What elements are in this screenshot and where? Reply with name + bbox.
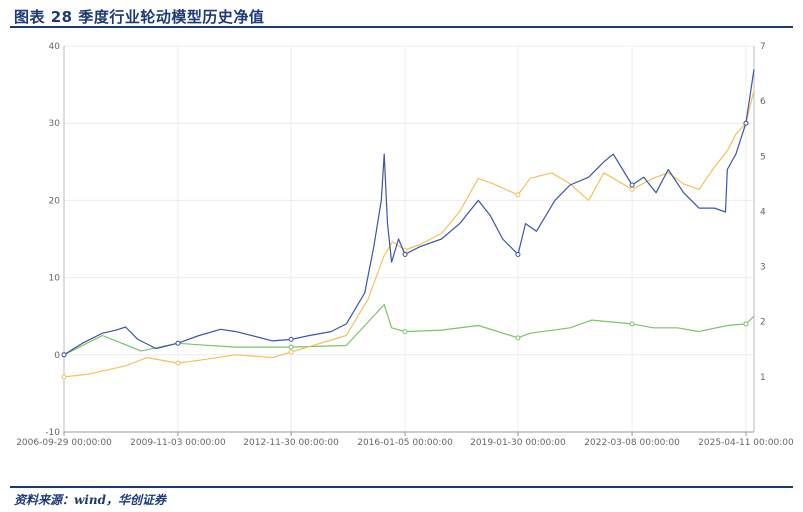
left-tick-label: 20 xyxy=(49,196,61,206)
series-point xyxy=(61,352,67,358)
x-tick-label: 2012-11-30 00:00:00 xyxy=(243,438,339,448)
x-tick-label: 2016-01-05 00:00:00 xyxy=(357,438,453,448)
right-tick-label: 5 xyxy=(760,152,766,162)
series-point xyxy=(629,182,635,188)
series-point xyxy=(402,251,408,257)
series-point xyxy=(629,321,635,327)
series-point xyxy=(288,349,294,355)
left-tick-label: 40 xyxy=(49,42,61,52)
series-line-1 xyxy=(63,304,755,356)
bottom-rule xyxy=(10,486,793,488)
x-tick-label: 2009-11-03 00:00:00 xyxy=(130,438,226,448)
series-point xyxy=(288,344,294,350)
top-rule xyxy=(10,26,793,28)
left-tick-label: -10 xyxy=(45,428,60,438)
series-layer xyxy=(61,69,755,380)
page-title: 图表 28 季度行业轮动模型历史净值 xyxy=(14,8,265,26)
x-axis-ticks: 2006-09-29 00:00:00 2009-11-03 00:00:00 20… xyxy=(16,432,794,448)
series-point xyxy=(402,329,408,335)
series-point xyxy=(515,335,521,341)
line-chart: -10 0 10 20 30 40 1 2 3 4 5 6 7 2006-09-29 00:00:00… xyxy=(16,42,794,448)
right-tick-label: 4 xyxy=(760,207,766,217)
grid-lines xyxy=(63,45,754,433)
x-tick-label: 2006-09-29 00:00:00 xyxy=(16,438,112,448)
source-note: 资料来源：wind，华创证券 xyxy=(14,493,167,507)
series-point xyxy=(743,120,749,126)
series-point xyxy=(743,321,749,327)
x-tick-label: 2025-04-11 00:00:00 xyxy=(698,438,794,448)
right-axis-ticks: 1 2 3 4 5 6 7 xyxy=(760,42,766,383)
left-tick-label: 30 xyxy=(49,119,61,129)
right-tick-label: 2 xyxy=(760,318,766,328)
series-point xyxy=(288,336,294,342)
left-tick-label: 10 xyxy=(49,274,61,284)
right-tick-label: 1 xyxy=(760,373,766,383)
x-tick-label: 2019-01-30 00:00:00 xyxy=(470,438,566,448)
series-point xyxy=(629,186,635,192)
right-tick-label: 6 xyxy=(760,97,766,107)
right-tick-label: 7 xyxy=(760,42,766,52)
series-line-2 xyxy=(63,89,755,378)
series-point xyxy=(515,192,521,198)
series-line-0 xyxy=(63,69,755,356)
left-tick-label: 0 xyxy=(54,351,60,361)
right-tick-label: 3 xyxy=(760,263,766,273)
series-point xyxy=(175,340,181,346)
left-axis-ticks: -10 0 10 20 30 40 xyxy=(45,42,60,438)
x-tick-label: 2022-03-08 00:00:00 xyxy=(584,438,680,448)
series-point xyxy=(61,374,67,380)
series-point xyxy=(175,360,181,366)
series-point xyxy=(515,251,521,257)
